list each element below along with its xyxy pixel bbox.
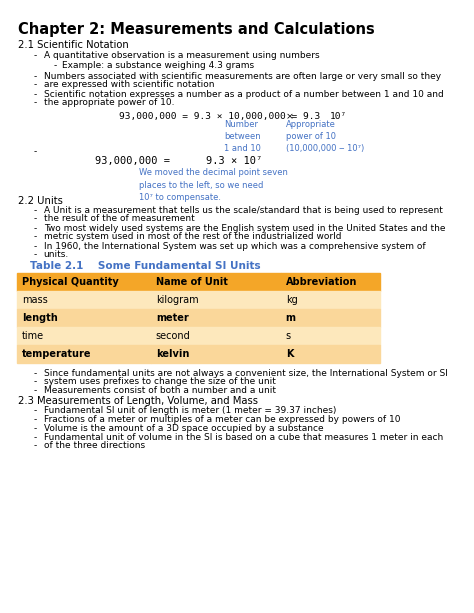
Bar <box>281 327 380 345</box>
Text: 93,000,000 =: 93,000,000 = <box>95 156 170 166</box>
Text: -: - <box>34 242 37 251</box>
Text: -: - <box>54 61 57 70</box>
Text: Volume is the amount of a 3D space occupied by a substance: Volume is the amount of a 3D space occup… <box>44 424 323 433</box>
Text: A Unit is a measurement that tells us the scale/standard that is being used to r: A Unit is a measurement that tells us th… <box>44 206 443 215</box>
Text: -: - <box>34 147 37 156</box>
Text: -: - <box>34 98 37 107</box>
Text: ×: × <box>286 112 294 121</box>
Text: Number
between
1 and 10: Number between 1 and 10 <box>224 120 261 153</box>
Text: -: - <box>34 72 37 81</box>
Text: -: - <box>34 214 37 223</box>
Text: Measurements consist of both a number and a unit: Measurements consist of both a number an… <box>44 386 276 395</box>
Text: -: - <box>34 206 37 215</box>
Text: Example: a substance weighing 4.3 grams: Example: a substance weighing 4.3 grams <box>62 61 254 70</box>
Text: m: m <box>286 313 296 323</box>
Text: A quantitative observation is a measurement using numbers: A quantitative observation is a measurem… <box>44 51 319 60</box>
Text: Numbers associated with scientific measurements are often large or very small so: Numbers associated with scientific measu… <box>44 72 441 81</box>
Bar <box>151 273 281 291</box>
Text: 2.3 Measurements of Length, Volume, and Mass: 2.3 Measurements of Length, Volume, and … <box>18 396 258 406</box>
Text: 2.2 Units: 2.2 Units <box>18 196 63 206</box>
Text: -: - <box>34 424 37 433</box>
Text: the appropriate power of 10.: the appropriate power of 10. <box>44 98 174 107</box>
Bar <box>151 327 281 345</box>
Text: 2.1 Scientific Notation: 2.1 Scientific Notation <box>18 40 128 50</box>
Bar <box>281 291 380 309</box>
Text: the result of the of measurement: the result of the of measurement <box>44 214 194 223</box>
Text: Scientific notation expresses a number as a product of a number between 1 and 10: Scientific notation expresses a number a… <box>44 90 444 99</box>
Text: Table 2.1    Some Fundamental SI Units: Table 2.1 Some Fundamental SI Units <box>30 261 260 271</box>
Text: are expressed with scientific notation: are expressed with scientific notation <box>44 80 214 89</box>
Text: -: - <box>34 232 37 241</box>
Text: Fundamental unit of volume in the SI is based on a cube that measures 1 meter in: Fundamental unit of volume in the SI is … <box>44 433 443 442</box>
Text: kilogram: kilogram <box>156 295 199 305</box>
Text: Fundamental SI unit of length is meter (1 meter = 39.37 inches): Fundamental SI unit of length is meter (… <box>44 406 336 415</box>
Text: s: s <box>286 331 291 341</box>
Text: -: - <box>34 369 37 378</box>
Text: -: - <box>34 386 37 395</box>
Text: time: time <box>22 331 44 341</box>
Text: -: - <box>34 224 37 233</box>
Text: We moved the decimal point seven
places to the left, so we need
10⁷ to compensat: We moved the decimal point seven places … <box>139 168 288 202</box>
Text: mass: mass <box>22 295 47 305</box>
Text: -: - <box>34 441 37 450</box>
Text: Two most widely used systems are the English system used in the United States an: Two most widely used systems are the Eng… <box>44 224 445 233</box>
Bar <box>281 345 380 363</box>
Text: Fractions of a meter or multiples of a meter can be expressed by powers of 10: Fractions of a meter or multiples of a m… <box>44 415 400 424</box>
Bar <box>17 345 151 363</box>
Text: kelvin: kelvin <box>156 349 189 359</box>
Text: metric system used in most of the rest of the industrialized world: metric system used in most of the rest o… <box>44 232 341 241</box>
Bar <box>151 345 281 363</box>
Text: 10⁷: 10⁷ <box>329 112 347 121</box>
Bar <box>151 291 281 309</box>
Text: -: - <box>34 415 37 424</box>
Text: -: - <box>34 377 37 386</box>
Text: Since fundamental units are not always a convenient size, the International Syst: Since fundamental units are not always a… <box>44 369 447 378</box>
Text: K: K <box>286 349 293 359</box>
Text: Abbreviation: Abbreviation <box>286 277 357 287</box>
Text: kg: kg <box>286 295 297 305</box>
Text: temperature: temperature <box>22 349 91 359</box>
Text: meter: meter <box>156 313 189 323</box>
Text: Name of Unit: Name of Unit <box>156 277 228 287</box>
Bar <box>17 291 151 309</box>
Text: of the three directions: of the three directions <box>44 441 145 450</box>
Text: system uses prefixes to change the size of the unit: system uses prefixes to change the size … <box>44 377 275 386</box>
Bar <box>281 309 380 327</box>
Text: units.: units. <box>44 250 69 259</box>
Text: -: - <box>34 250 37 259</box>
Text: -: - <box>34 433 37 442</box>
Text: Chapter 2: Measurements and Calculations: Chapter 2: Measurements and Calculations <box>18 22 374 37</box>
Bar <box>281 273 380 291</box>
Text: In 1960, the International System was set up which was a comprehensive system of: In 1960, the International System was se… <box>44 242 425 251</box>
Text: -: - <box>34 51 37 60</box>
Bar <box>17 327 151 345</box>
Bar <box>17 309 151 327</box>
Bar <box>17 273 151 291</box>
Text: second: second <box>156 331 191 341</box>
Text: length: length <box>22 313 57 323</box>
Bar <box>151 309 281 327</box>
Text: -: - <box>34 80 37 89</box>
Text: 93,000,000 = 9.3 × 10,000,000 = 9.3: 93,000,000 = 9.3 × 10,000,000 = 9.3 <box>119 112 320 121</box>
Text: Appropriate
power of 10
(10,000,000 ‒ 10⁷): Appropriate power of 10 (10,000,000 ‒ 10… <box>286 120 364 153</box>
Text: -: - <box>34 406 37 415</box>
Text: 9.3 × 10⁷: 9.3 × 10⁷ <box>207 156 263 166</box>
Text: Physical Quantity: Physical Quantity <box>22 277 119 287</box>
Text: -: - <box>34 90 37 99</box>
